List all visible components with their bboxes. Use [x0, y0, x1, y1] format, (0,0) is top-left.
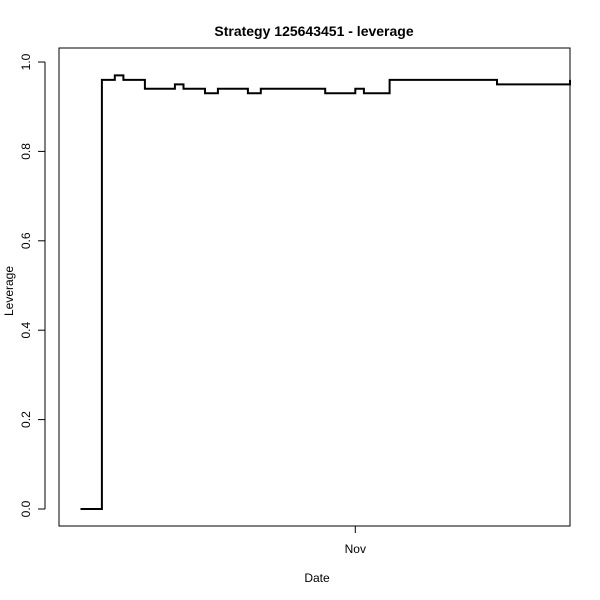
- y-tick-label: 1.0: [19, 53, 33, 70]
- chart-title: Strategy 125643451 - leverage: [214, 23, 413, 39]
- y-axis: 0.0 0.2 0.4 0.6 0.8 1.0: [19, 53, 46, 517]
- y-tick-label: 0.6: [19, 232, 33, 249]
- x-axis-label: Date: [304, 571, 330, 585]
- y-axis-label: Leverage: [2, 266, 16, 316]
- y-tick-label: 0.0: [19, 500, 33, 517]
- y-tick-label: 0.8: [19, 143, 33, 160]
- y-tick-label: 0.4: [19, 322, 33, 339]
- plot-area-frame: [58, 47, 571, 527]
- leverage-series-line: [80, 74, 571, 510]
- y-tick-label: 0.2: [19, 411, 33, 428]
- x-tick-label: Nov: [345, 542, 366, 556]
- x-axis: Nov: [345, 526, 366, 556]
